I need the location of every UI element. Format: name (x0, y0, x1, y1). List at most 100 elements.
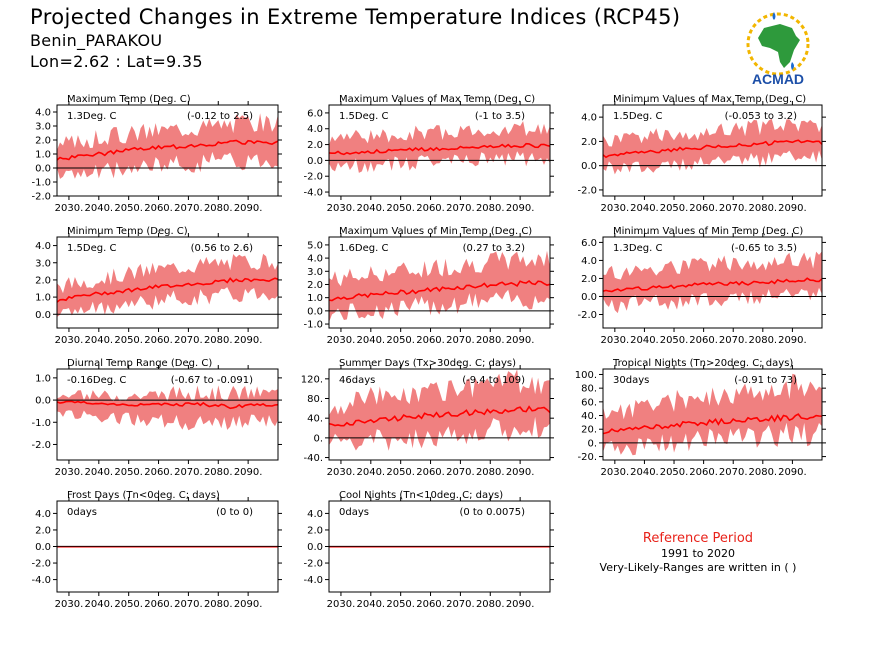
max_of_max_temp-y-tick-label: 2.0 (307, 140, 323, 151)
frost_days-summary: 0days (67, 507, 97, 518)
cool_nights-x-tick-label: 2090. (506, 599, 535, 610)
tropical_nights-x-tick-label: 2070. (719, 467, 748, 478)
summer_days-x-tick-label: 2080. (476, 467, 505, 478)
max_of_max_temp-x-tick-label: 2050. (386, 203, 415, 214)
dtr-x-tick-label: 2070. (174, 467, 203, 478)
min_of_max_temp-y-tick-label: 2.0 (581, 137, 597, 148)
min_temp-x-tick-label: 2060. (144, 335, 173, 346)
chart-min_of_min_temp: 6.0 4.0 2.0 0.0 -2.0 2030. 2040. 2050. 2060. 2070… (577, 226, 826, 346)
max_of_min_temp-x-tick-label: 2050. (386, 335, 415, 346)
frost_days-x-tick-label: 2090. (234, 599, 263, 610)
max_temp-y-tick-label: 0.0 (35, 164, 51, 175)
tropical_nights-frame (602, 368, 823, 461)
cool_nights-title: Cool Nights (Tn<10deg. C; days) (339, 490, 503, 501)
summer_days-range-text: (-9.4 to 109) (462, 375, 525, 386)
tropical_nights-x-tick-label: 2030. (601, 467, 630, 478)
dtr-y-tick-label: 0.0 (35, 396, 51, 407)
min_of_min_temp-x-tick-label: 2090. (778, 335, 807, 346)
min_temp-summary: 1.5Deg. C (67, 243, 116, 254)
dtr-x-tick-label: 2090. (234, 467, 263, 478)
frost_days-y-tick-label: 2.0 (35, 525, 51, 536)
station-coordinates: Lon=2.62 : Lat=9.35 (30, 52, 203, 71)
max_of_min_temp-y-tick-label: -1.0 (303, 320, 323, 331)
max_temp-title: Maximum Temp (Deg. C) (67, 94, 191, 105)
chart-tropical_nights: 100. 80. 60. 40. 20. 0. -20. 2030. 2040. 2050. 206… (575, 358, 826, 478)
cool_nights-y-tick-label: 0.0 (307, 542, 323, 553)
min_of_max_temp-x-tick-label: 2050. (660, 203, 689, 214)
max_temp-y-tick-label: 4.0 (35, 108, 51, 119)
max_of_min_temp-x-tick-label: 2060. (416, 335, 445, 346)
chart-min_temp: 4.0 3.0 2.0 1.0 0.0 2030. 2040. 2050. 2060. 2070.… (35, 226, 282, 346)
dtr-x-tick-label: 2050. (114, 467, 143, 478)
max_of_min_temp-x-tick-label: 2030. (327, 335, 356, 346)
tropical_nights-x-tick-label: 2060. (689, 467, 718, 478)
max_temp-median-line (56, 139, 279, 161)
tropical_nights-x-tick-label: 2040. (630, 467, 659, 478)
min_of_min_temp-x-tick-label: 2070. (719, 335, 748, 346)
min_temp-y-tick-label: 0.0 (35, 310, 51, 321)
max_of_max_temp-y-tick-label: 4.0 (307, 124, 323, 135)
dtr-x-tick-label: 2030. (55, 467, 84, 478)
dtr-x-tick-label: 2040. (84, 467, 113, 478)
min_temp-x-tick-label: 2080. (204, 335, 233, 346)
dtr-median-line (56, 400, 279, 410)
min_temp-x-tick-label: 2090. (234, 335, 263, 346)
min_temp-y-tick-label: 4.0 (35, 241, 51, 252)
summer_days-x-tick-label: 2030. (327, 467, 356, 478)
max_temp-x-tick-label: 2090. (234, 203, 263, 214)
min_temp-x-tick-label: 2040. (84, 335, 113, 346)
frost_days-x-tick-label: 2030. (55, 599, 84, 610)
dtr-y-tick-label: 1.0 (35, 373, 51, 384)
max_of_min_temp-range-text: (0.27 to 3.2) (463, 243, 525, 254)
frost_days-x-tick-label: 2050. (114, 599, 143, 610)
chart-max_of_min_temp: 5.0 4.0 3.0 2.0 1.0 0.0 -1.0 2030. 2040. 2050. 206… (303, 226, 554, 346)
africa-map-logo-icon: ACMAD (746, 12, 810, 87)
max_temp-y-tick-label: 1.0 (35, 150, 51, 161)
min_of_max_temp-summary: 1.5Deg. C (613, 111, 662, 122)
dtr-title: Diurnal Temp Range (Deg. C) (67, 358, 212, 369)
min_of_min_temp-summary: 1.3Deg. C (613, 243, 662, 254)
min_of_min_temp-title: Minimum Values of Min Temp (Deg. C) (613, 226, 803, 237)
max_of_max_temp-y-tick-label: 0.0 (307, 156, 323, 167)
cool_nights-x-tick-label: 2060. (416, 599, 445, 610)
max_of_min_temp-x-tick-label: 2080. (476, 335, 505, 346)
min_temp-x-tick-label: 2070. (174, 335, 203, 346)
max_of_min_temp-y-tick-label: 0.0 (307, 306, 323, 317)
summer_days-summary: 46days (339, 375, 375, 386)
max_of_min_temp-title: Maximum Values of Min Temp (Deg. C) (339, 226, 532, 237)
max_temp-y-tick-label: -1.0 (31, 178, 51, 189)
max_temp-summary: 1.3Deg. C (67, 111, 116, 122)
station-name: Benin_PARAKOU (30, 31, 163, 50)
max_of_min_temp-x-tick-label: 2040. (356, 335, 385, 346)
tropical_nights-x-tick-label: 2050. (660, 467, 689, 478)
chart-cool_nights: 4.0 2.0 0.0 -2.0 -4.0 2030. 2040. 2050. 2060. 207… (303, 490, 554, 610)
max_of_min_temp-y-tick-label: 1.0 (307, 293, 323, 304)
summer_days-x-tick-label: 2050. (386, 467, 415, 478)
max_temp-y-tick-label: 3.0 (35, 122, 51, 133)
max_temp-x-tick-label: 2080. (204, 203, 233, 214)
max_of_max_temp-x-tick-label: 2030. (327, 203, 356, 214)
summer_days-y-tick-label: 0. (313, 433, 323, 444)
chart-max_of_max_temp: 6.0 4.0 2.0 0.0 -2.0 -4.0 2030. 2040. 2050. 2060.… (303, 94, 554, 214)
max_of_max_temp-y-tick-label: -2.0 (303, 172, 323, 183)
min_temp-y-tick-label: 3.0 (35, 258, 51, 269)
acmad-logo: ACMAD (734, 6, 822, 88)
min_of_min_temp-x-tick-label: 2050. (660, 335, 689, 346)
tropical_nights-x-tick-label: 2080. (748, 467, 777, 478)
min_temp-title: Minimum Temp (Deg. C) (67, 226, 188, 237)
min_of_max_temp-y-tick-label: -2.0 (577, 185, 597, 196)
frost_days-title: Frost Days (Tn<0deg. C; days) (67, 490, 220, 501)
min_of_max_temp-x-tick-label: 2090. (778, 203, 807, 214)
min_of_min_temp-range-text: (-0.65 to 3.5) (731, 243, 797, 254)
tropical_nights-title: Tropical Nights (Tn>20deg. C; days) (612, 358, 793, 369)
tropical_nights-range-text: (-0.91 to 73) (734, 375, 797, 386)
max_of_max_temp-x-tick-label: 2070. (446, 203, 475, 214)
cool_nights-x-tick-label: 2040. (356, 599, 385, 610)
min_of_max_temp-x-tick-label: 2070. (719, 203, 748, 214)
dtr-range-text: (-0.67 to -0.091) (171, 375, 253, 386)
max_of_max_temp-range-text: (-1 to 3.5) (475, 111, 525, 122)
summer_days-y-tick-label: 40. (307, 414, 323, 425)
min_of_max_temp-x-tick-label: 2080. (748, 203, 777, 214)
min_of_max_temp-range-text: (-0.053 to 3.2) (725, 111, 797, 122)
